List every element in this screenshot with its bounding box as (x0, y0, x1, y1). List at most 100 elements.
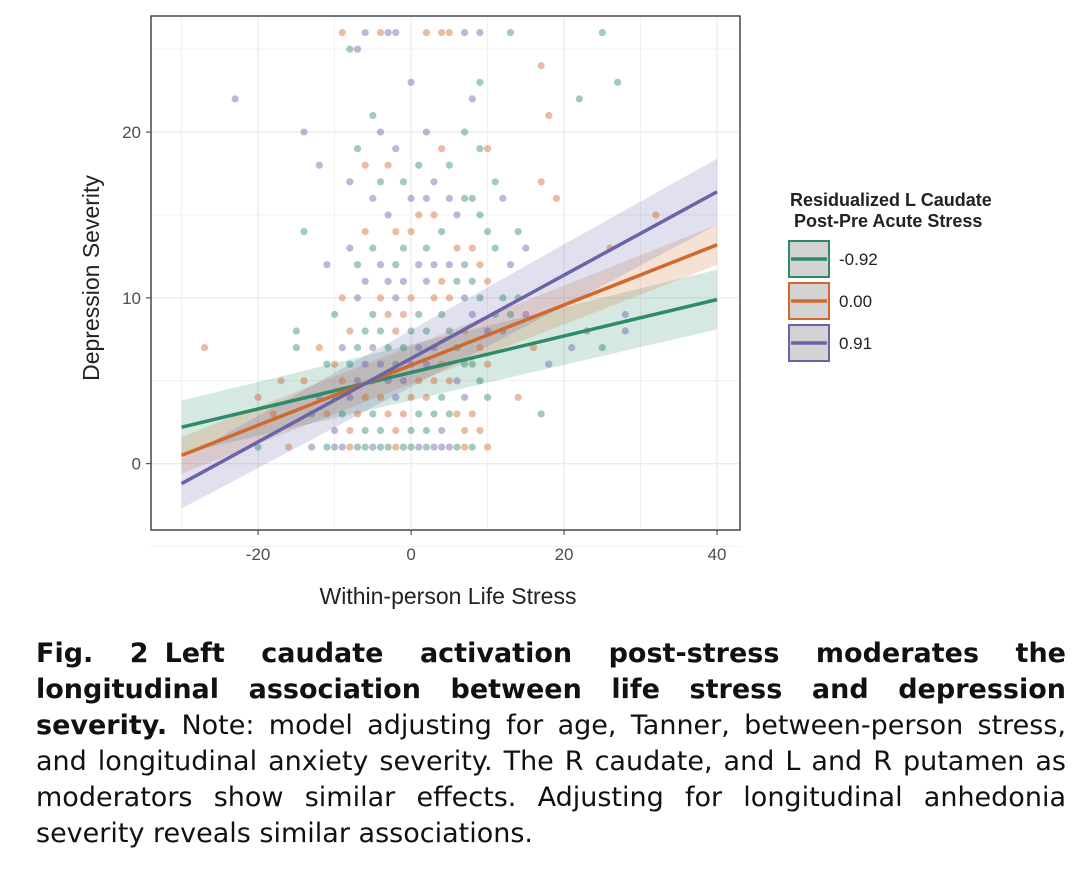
scatter-point (468, 244, 476, 252)
scatter-point (476, 145, 484, 153)
scatter-point (376, 178, 385, 186)
confidence-band (181, 158, 718, 509)
scatter-point (399, 344, 408, 352)
scatter-point (330, 443, 339, 451)
scatter-point (300, 128, 308, 136)
scatter-point (483, 360, 492, 368)
caption-note: Note: model adjusting for age, Tanner, b… (36, 710, 1066, 849)
scatter-point (468, 360, 476, 368)
scatter-point (483, 443, 492, 451)
y-axis-title: Depression Severity (78, 175, 104, 381)
scatter-point (476, 28, 484, 37)
scatter-point (415, 410, 423, 418)
regression-line (180, 190, 718, 486)
scatter-point (407, 327, 415, 335)
scatter-point (338, 410, 346, 418)
scatter-point (384, 310, 392, 319)
scatter-point (353, 45, 362, 53)
x-tick-label: 20 (555, 545, 574, 564)
scatter-point (468, 277, 476, 285)
scatter-point (476, 294, 484, 302)
scatter-point (575, 95, 583, 103)
scatter-point (353, 377, 362, 385)
y-tick-label: 0 (132, 455, 141, 474)
scatter-point (438, 393, 446, 401)
scatter-point (438, 227, 446, 236)
legend-label: -0.92 (839, 250, 878, 269)
legend: -0.92 0.00 0.91 (788, 240, 878, 362)
scatter-point (346, 178, 354, 186)
scatter-point (476, 344, 484, 352)
scatter-point (369, 410, 377, 418)
scatter-point (346, 327, 354, 335)
scatter-point (315, 344, 323, 352)
scatter-point (338, 344, 346, 352)
scatter-point (476, 426, 484, 435)
scatter-point (476, 377, 484, 385)
scatter-point (392, 261, 400, 269)
caption-title: Left caudate activation post-stress mode… (36, 638, 1066, 741)
scatter-point (369, 344, 377, 352)
scatter-point (330, 360, 339, 368)
scatter-point (399, 277, 408, 285)
legend-label: 0.00 (839, 292, 872, 311)
y-tick-label: 20 (122, 123, 141, 142)
scatter-point (461, 294, 469, 302)
scatter-point (346, 360, 354, 368)
regression-lines (180, 190, 718, 486)
scatter-point (522, 244, 530, 252)
scatter-point (468, 410, 476, 418)
scatter-point (476, 211, 484, 219)
scatter-point (277, 377, 285, 385)
scatter-point (461, 128, 469, 136)
x-tick-label: 0 (406, 545, 415, 564)
scatter-point (376, 360, 385, 368)
scatter-point (300, 227, 308, 236)
scatter-point (422, 426, 430, 435)
scatter-point (254, 393, 262, 401)
scatter-point (392, 28, 400, 37)
scatter-point (598, 28, 606, 37)
scatter-point (483, 145, 492, 153)
plot-border (150, 15, 741, 531)
scatter-point (438, 426, 446, 435)
scatter-point (537, 178, 545, 186)
scatter-point (445, 294, 453, 302)
scatter-point (353, 344, 362, 352)
scatter-point (376, 443, 385, 451)
scatter-point (285, 443, 293, 451)
scatter-point (231, 95, 239, 103)
scatter-point (392, 393, 400, 401)
scatter-point (430, 410, 438, 418)
scatter-point (338, 377, 346, 385)
scatter-point (598, 344, 606, 352)
scatter-point (369, 194, 377, 202)
scatter-point (399, 178, 408, 186)
scatter-point (323, 261, 331, 269)
scatter-point (399, 244, 408, 252)
scatter-point (468, 194, 476, 202)
scatter-point (338, 28, 346, 37)
scatter-point (308, 443, 316, 451)
scatter-point (445, 443, 453, 451)
scatter-point (415, 377, 423, 385)
scatter-point (499, 194, 507, 202)
scatter-point (491, 244, 499, 252)
scatter-point (438, 310, 446, 319)
scatter-point (392, 227, 400, 236)
legend-label: 0.91 (839, 334, 872, 353)
scatter-point (361, 161, 369, 169)
scatter-point (415, 443, 423, 451)
regression-line (180, 243, 718, 458)
scatter-point (361, 327, 369, 335)
scatter-point (445, 410, 453, 418)
scatter-point (506, 310, 515, 319)
scatter-point (461, 393, 469, 401)
scatter-point (407, 78, 415, 86)
scatter-point (522, 310, 530, 319)
scatter-point (338, 294, 346, 302)
scatter-point (468, 95, 476, 103)
scatter-point (361, 227, 369, 236)
scatter-point (621, 310, 629, 319)
